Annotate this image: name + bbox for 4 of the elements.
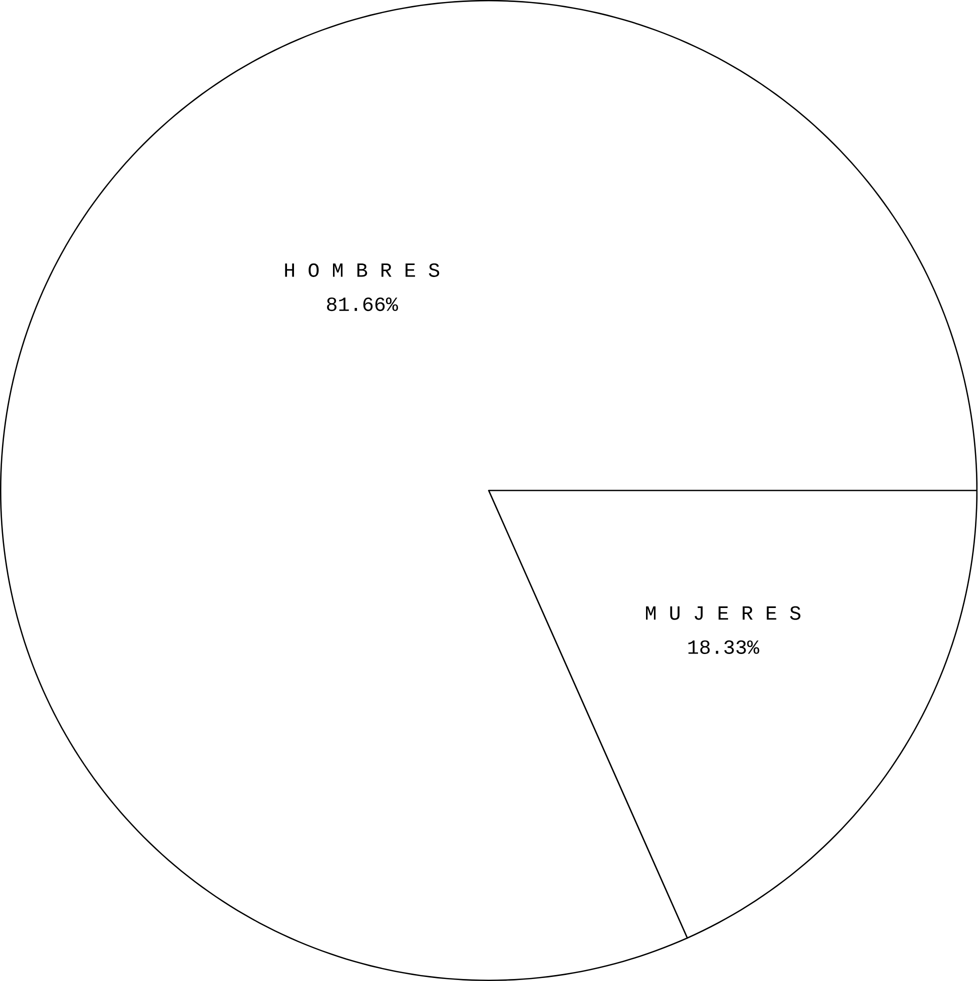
data-label: 18.33% <box>688 640 760 654</box>
slice-label: M U J E R E S <box>646 606 801 620</box>
data-label: 81.66% <box>327 297 398 312</box>
slice-label: H O M B R E S <box>285 263 440 277</box>
